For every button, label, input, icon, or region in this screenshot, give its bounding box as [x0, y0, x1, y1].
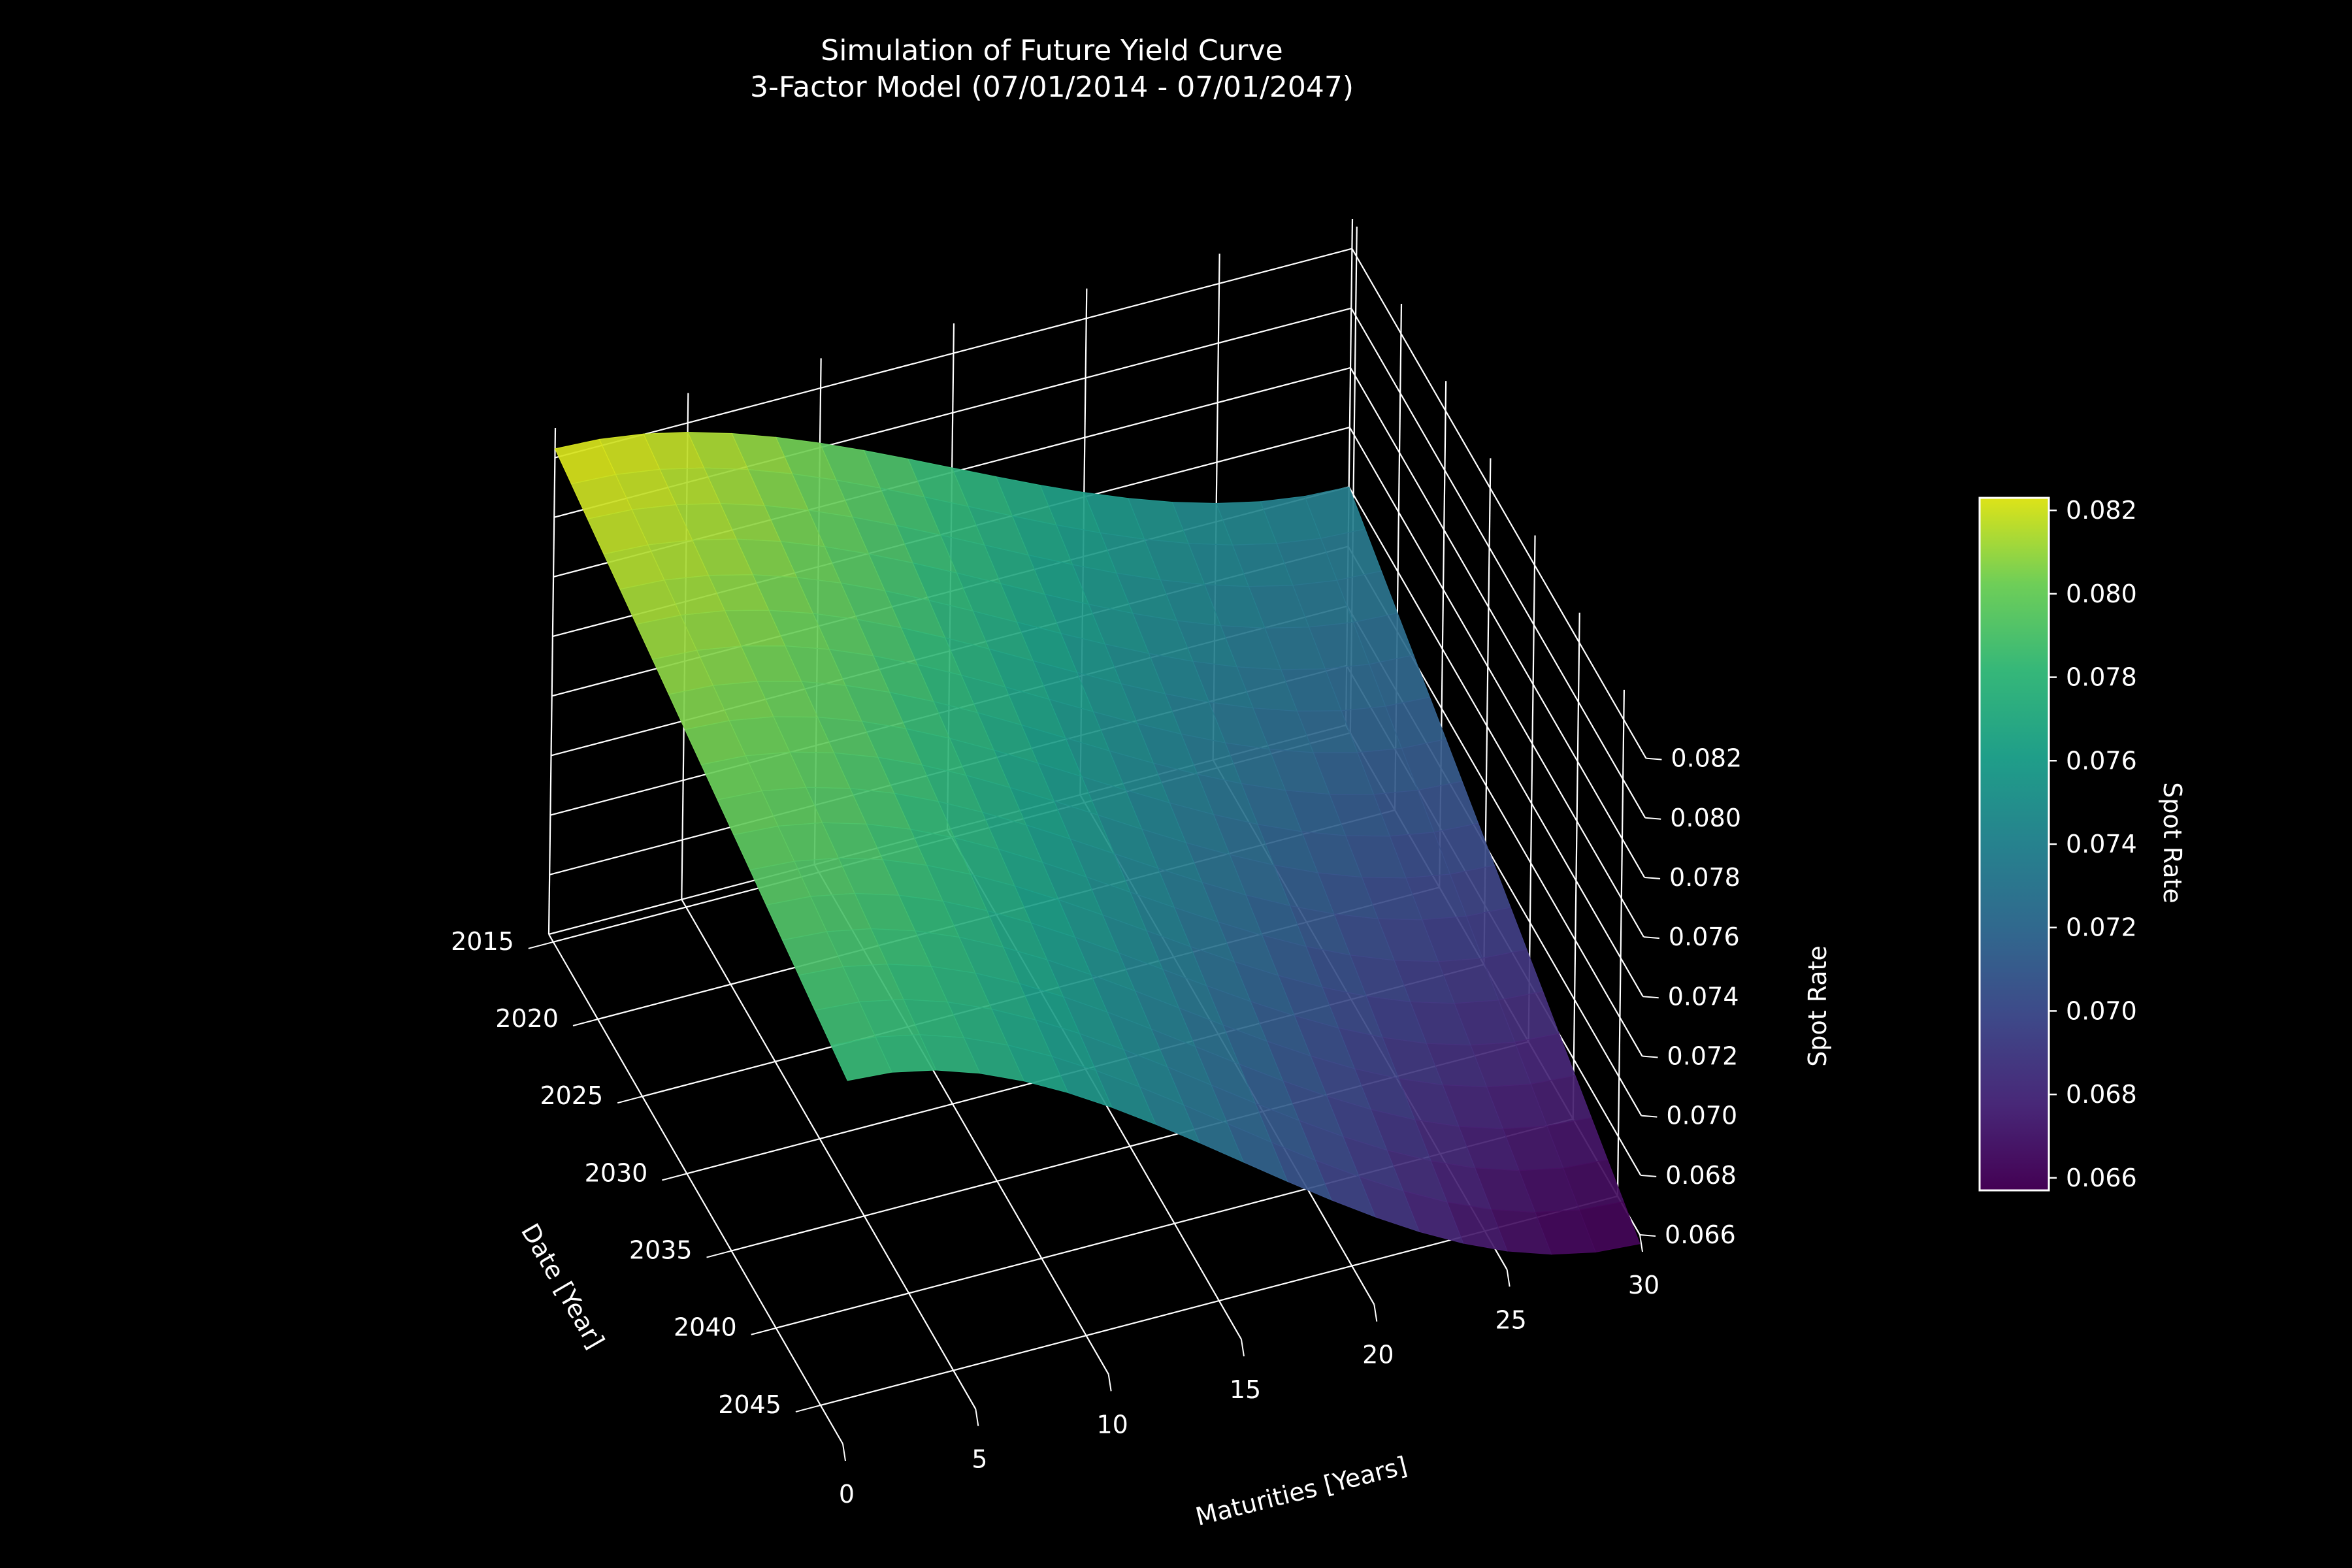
colorbar-tick-label: 0.068	[2066, 1080, 2137, 1109]
x-tick-label: 2030	[585, 1158, 648, 1187]
z-tick-label: 0.072	[1667, 1041, 1739, 1070]
x-tick-mark	[751, 1327, 776, 1335]
z-tick-mark	[1646, 757, 1662, 760]
y-tick-label: 25	[1495, 1305, 1526, 1334]
colorbar-tick-label: 0.072	[2066, 913, 2137, 942]
x-tick-label: 2025	[540, 1081, 603, 1110]
floor-gridline	[548, 934, 843, 1445]
z-tick-mark	[1642, 996, 1659, 999]
colorbar-label: Spot Rate	[2158, 782, 2187, 904]
y-tick-label: 30	[1628, 1271, 1659, 1299]
axis-ticks: 2015202020252030203520402045051015202530…	[451, 744, 1742, 1509]
x-tick-label: 2020	[495, 1004, 559, 1033]
colorbar-tick-label: 0.078	[2066, 663, 2137, 692]
y-tick-mark	[975, 1409, 979, 1426]
x-tick-mark	[617, 1096, 643, 1104]
side-wall-gridline	[1348, 486, 1644, 997]
z-tick-label: 0.066	[1665, 1220, 1736, 1249]
colorbar: 0.066 0.068 0.070 0.072 0.074 0.076 0.078 0.080…	[1978, 496, 2187, 1192]
colorbar-tick-label: 0.082	[2066, 496, 2137, 525]
z-tick-label: 0.070	[1666, 1102, 1737, 1130]
y-tick-mark	[1639, 1234, 1643, 1252]
y-axis-label: Maturities [Years]	[1193, 1451, 1411, 1531]
z-tick-mark	[1642, 1055, 1658, 1058]
side-wall-gridline	[1348, 427, 1644, 938]
z-tick-mark	[1645, 817, 1661, 820]
colorbar-tick-label: 0.080	[2066, 580, 2137, 608]
z-tick-label: 0.076	[1669, 923, 1740, 951]
x-tick-label: 2045	[718, 1390, 781, 1419]
y-tick-mark	[1373, 1304, 1378, 1322]
y-tick-label: 15	[1230, 1375, 1261, 1404]
side-wall-gridline	[1616, 689, 1625, 1196]
z-tick-mark	[1639, 1234, 1656, 1237]
side-wall-gridline	[1572, 612, 1580, 1119]
colorbar-ticks: 0.066 0.068 0.070 0.072 0.074 0.076 0.078 0.080…	[2049, 496, 2137, 1192]
colorbar-tick-label: 0.066	[2066, 1164, 2137, 1192]
x-tick-mark	[706, 1250, 732, 1258]
x-tick-label: 2015	[451, 927, 514, 956]
x-tick-label: 2035	[629, 1236, 693, 1265]
back-wall-gridline	[547, 427, 557, 935]
y-tick-mark	[1107, 1374, 1112, 1392]
z-tick-label: 0.078	[1669, 863, 1740, 892]
y-tick-label: 0	[839, 1480, 855, 1509]
z-tick-mark	[1641, 1174, 1657, 1177]
y-tick-mark	[1241, 1339, 1245, 1357]
colorbar-gradient	[1978, 497, 2050, 1192]
surface-patch	[830, 1036, 892, 1081]
z-tick-label: 0.074	[1668, 982, 1739, 1011]
y-tick-mark	[842, 1443, 846, 1462]
side-wall-gridline	[1350, 367, 1646, 878]
y-tick-mark	[1506, 1269, 1511, 1287]
z-axis-label: Spot Rate	[1803, 945, 1832, 1067]
z-tick-mark	[1644, 876, 1661, 879]
side-wall-gridline	[1350, 308, 1646, 819]
x-tick-mark	[572, 1019, 598, 1026]
side-wall-gridline	[1351, 248, 1647, 759]
z-tick-label: 0.082	[1671, 744, 1742, 773]
yield-surface	[554, 431, 1641, 1255]
colorbar-tick-label: 0.076	[2066, 746, 2137, 775]
y-tick-label: 10	[1096, 1410, 1128, 1439]
x-tick-label: 2040	[674, 1313, 737, 1342]
y-tick-label: 5	[972, 1445, 987, 1474]
floor-gridline	[681, 899, 977, 1410]
x-axis-label: Date [Year]	[515, 1218, 610, 1353]
z-tick-label: 0.080	[1670, 804, 1741, 832]
z-tick-mark	[1641, 1115, 1658, 1118]
colorbar-tick-label: 0.070	[2066, 996, 2137, 1025]
colorbar-tick-label: 0.074	[2066, 830, 2137, 858]
x-tick-mark	[528, 941, 554, 949]
y-tick-label: 20	[1362, 1341, 1394, 1369]
back-wall-gridline	[555, 248, 1352, 459]
x-tick-mark	[662, 1173, 687, 1181]
z-tick-label: 0.068	[1665, 1161, 1737, 1190]
z-tick-mark	[1643, 936, 1659, 939]
chart-title: Simulation of Future Yield Curve	[821, 34, 1282, 67]
chart-subtitle: 3-Factor Model (07/01/2014 - 07/01/2047)	[750, 71, 1354, 104]
x-tick-mark	[795, 1404, 821, 1413]
